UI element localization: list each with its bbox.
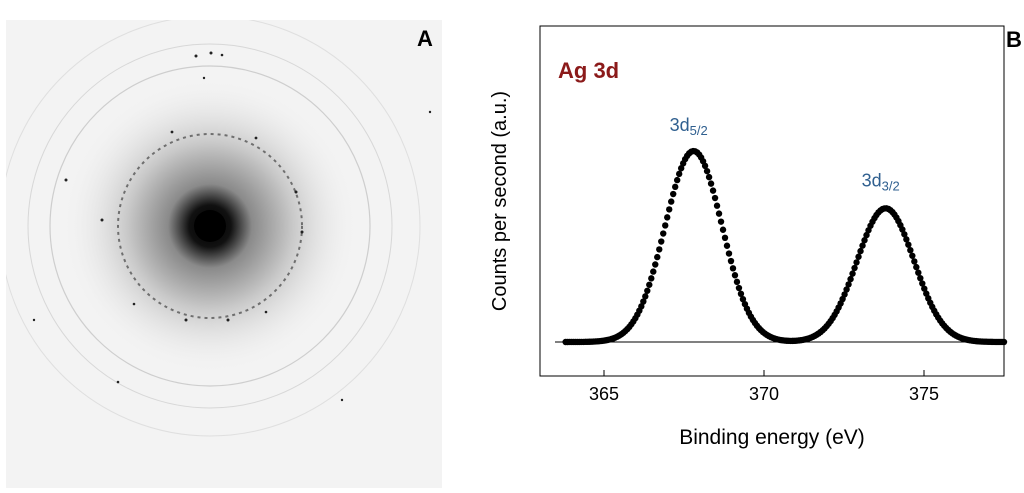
data-point	[911, 258, 918, 265]
panel-b-label: B	[1006, 27, 1022, 52]
data-point	[650, 268, 657, 275]
data-point	[652, 261, 659, 268]
data-point	[717, 218, 725, 225]
x-tick-label: 370	[749, 384, 779, 404]
data-point	[723, 242, 731, 249]
data-point	[672, 183, 679, 191]
panel-a-label: A	[417, 26, 433, 51]
data-point	[841, 291, 848, 298]
data-point	[668, 198, 675, 205]
data-point	[725, 250, 733, 257]
data-points	[562, 147, 1008, 346]
data-point	[707, 180, 715, 187]
data-point	[719, 226, 727, 233]
data-point	[845, 281, 852, 288]
data-point	[648, 275, 655, 282]
data-point	[915, 269, 922, 276]
data-point	[861, 237, 868, 244]
data-point	[670, 190, 677, 198]
data-point	[709, 187, 717, 194]
data-point	[739, 295, 747, 303]
data-point	[917, 274, 924, 282]
data-point	[715, 210, 723, 217]
data-point	[913, 263, 920, 271]
data-point	[713, 202, 721, 209]
data-point	[853, 259, 860, 266]
data-point	[733, 278, 741, 286]
x-tick-label: 375	[909, 384, 939, 404]
data-point	[656, 246, 663, 253]
data-point	[855, 253, 862, 260]
x-axis-label: Binding energy (eV)	[679, 426, 865, 449]
data-point	[664, 214, 671, 221]
data-point	[673, 176, 681, 184]
data-point	[737, 290, 745, 298]
data-point	[727, 257, 735, 265]
data-point	[729, 265, 737, 272]
data-point	[646, 281, 653, 288]
plot-frame	[539, 25, 1005, 377]
data-point	[859, 242, 866, 249]
data-point	[901, 231, 908, 238]
data-point	[703, 167, 711, 175]
data-point	[857, 247, 864, 255]
data-point	[640, 298, 647, 305]
x-axis-ticks: 365 370 375	[589, 370, 939, 404]
data-point	[849, 270, 856, 277]
data-point	[662, 222, 669, 229]
peak-label-3d32: 3d3/2	[862, 170, 900, 193]
data-point	[731, 272, 739, 279]
data-point	[660, 230, 667, 237]
data-point	[903, 236, 910, 243]
data-point	[921, 285, 928, 292]
data-point	[642, 293, 649, 300]
data-point	[919, 280, 926, 287]
chart-title: Ag 3d	[558, 58, 619, 83]
data-point	[863, 231, 870, 239]
data-point	[711, 194, 719, 202]
data-point	[658, 238, 665, 245]
data-point	[735, 284, 743, 292]
data-point	[654, 253, 661, 261]
data-point	[675, 170, 683, 178]
data-point	[701, 162, 709, 170]
data-point	[851, 264, 858, 272]
data-point	[909, 252, 916, 259]
data-point	[666, 206, 673, 213]
data-point	[899, 226, 906, 233]
data-point	[1000, 338, 1008, 346]
x-tick-label: 365	[589, 384, 619, 404]
data-point	[905, 241, 912, 248]
data-point	[721, 234, 729, 242]
data-point	[847, 275, 854, 283]
data-point	[644, 287, 651, 294]
y-axis-label: Counts per second (a.u.)	[489, 91, 511, 311]
diffraction-pattern-image	[0, 15, 442, 488]
peak-label-3d52: 3d5/2	[670, 115, 708, 138]
data-point	[907, 246, 914, 254]
data-point	[843, 286, 850, 293]
data-point	[677, 165, 685, 172]
data-point	[705, 173, 713, 181]
